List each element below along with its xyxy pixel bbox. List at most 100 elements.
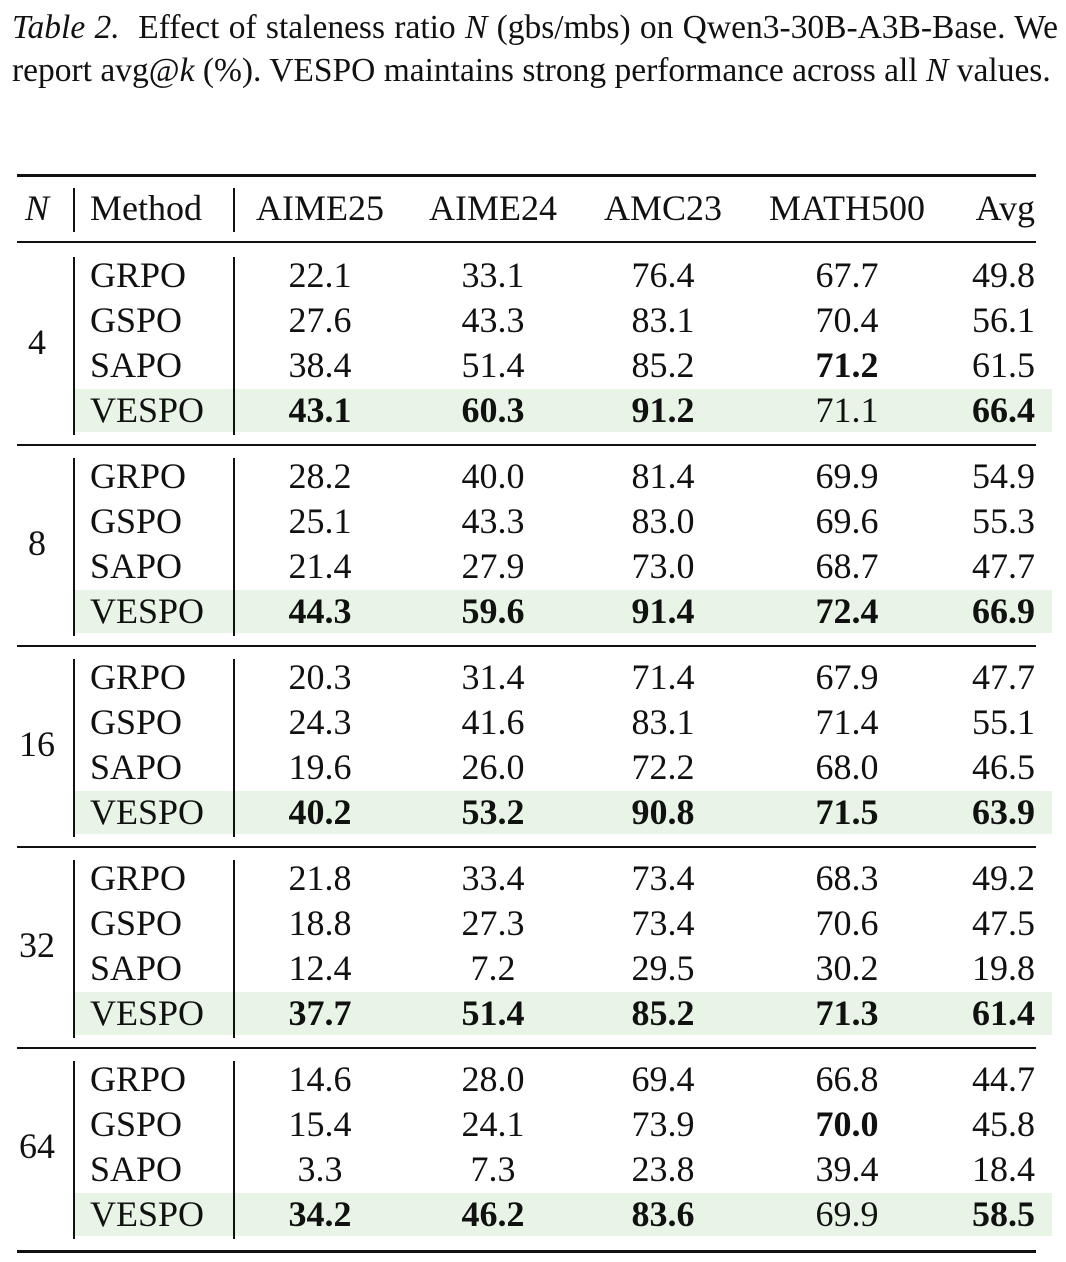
value-cell: 56.1 <box>972 300 1035 340</box>
method-cell: SAPO <box>90 345 183 385</box>
value-cell: 73.0 <box>631 546 695 586</box>
method-cell: GRPO <box>90 657 187 697</box>
method-cell: GSPO <box>90 1104 183 1144</box>
value-cell: 7.3 <box>470 1149 516 1189</box>
header-cell: N <box>24 188 49 228</box>
value-cell: 81.4 <box>631 456 695 496</box>
value-cell: 22.1 <box>288 255 352 295</box>
value-cell: 43.3 <box>461 501 525 541</box>
n-cell: 4 <box>28 322 46 362</box>
value-cell: 71.4 <box>631 657 695 697</box>
rule <box>17 846 1036 848</box>
value-cell: 49.2 <box>972 858 1035 898</box>
caption-text: (gbs/mbs) on Qwen3-30B-A3B-Base. We repo… <box>12 9 1059 89</box>
value-cell: 46.5 <box>972 747 1035 787</box>
value-cell: 67.7 <box>815 255 879 295</box>
value-cell: 27.6 <box>288 300 352 340</box>
value-cell: 83.1 <box>631 702 695 742</box>
value-cell: 47.7 <box>972 657 1035 697</box>
rule <box>17 1047 1036 1049</box>
value-cell: 69.9 <box>815 456 879 496</box>
value-cell: 39.4 <box>815 1149 879 1189</box>
value-cell: 61.5 <box>972 345 1035 385</box>
value-cell: 3.3 <box>297 1149 343 1189</box>
value-cell: 60.3 <box>461 390 525 430</box>
rule <box>73 1061 75 1239</box>
method-cell: GSPO <box>90 300 183 340</box>
method-cell: GSPO <box>90 702 183 742</box>
value-cell: 72.2 <box>631 747 695 787</box>
rule <box>73 860 75 1038</box>
rule <box>73 257 75 435</box>
value-cell: 24.1 <box>461 1104 525 1144</box>
method-cell: VESPO <box>90 792 205 832</box>
value-cell: 63.9 <box>972 792 1035 832</box>
value-cell: 69.4 <box>631 1059 695 1099</box>
value-cell: 66.9 <box>972 591 1035 631</box>
value-cell: 71.3 <box>815 993 879 1033</box>
value-cell: 83.1 <box>631 300 695 340</box>
row-highlight <box>75 791 1052 834</box>
value-cell: 71.4 <box>815 702 879 742</box>
method-cell: GRPO <box>90 255 187 295</box>
value-cell: 73.9 <box>631 1104 695 1144</box>
header-cell: Method <box>90 188 202 228</box>
value-cell: 68.3 <box>815 858 879 898</box>
method-cell: SAPO <box>90 546 183 586</box>
value-cell: 76.4 <box>631 255 695 295</box>
value-cell: 40.2 <box>288 792 352 832</box>
value-cell: 26.0 <box>461 747 525 787</box>
caption-label: Table 2. <box>12 9 120 46</box>
value-cell: 38.4 <box>288 345 352 385</box>
value-cell: 30.2 <box>815 948 879 988</box>
value-cell: 33.4 <box>461 858 525 898</box>
value-cell: 70.0 <box>815 1104 879 1144</box>
method-cell: VESPO <box>90 390 205 430</box>
value-cell: 68.0 <box>815 747 879 787</box>
rule <box>73 659 75 837</box>
value-cell: 21.8 <box>288 858 352 898</box>
value-cell: 34.2 <box>288 1194 352 1234</box>
header-cell: AMC23 <box>603 188 723 228</box>
value-cell: 23.8 <box>631 1149 695 1189</box>
value-cell: 51.4 <box>461 993 525 1033</box>
value-cell: 19.6 <box>288 747 352 787</box>
method-cell: SAPO <box>90 948 183 988</box>
method-cell: VESPO <box>90 591 205 631</box>
value-cell: 66.4 <box>972 390 1035 430</box>
value-cell: 91.4 <box>631 591 695 631</box>
value-cell: 15.4 <box>288 1104 352 1144</box>
n-cell: 64 <box>19 1126 55 1166</box>
value-cell: 69.9 <box>815 1194 879 1234</box>
value-cell: 31.4 <box>461 657 525 697</box>
value-cell: 14.6 <box>288 1059 352 1099</box>
value-cell: 24.3 <box>288 702 352 742</box>
row-highlight <box>75 590 1052 633</box>
value-cell: 37.7 <box>288 993 352 1033</box>
value-cell: 71.2 <box>815 345 879 385</box>
method-cell: GSPO <box>90 903 183 943</box>
method-cell: SAPO <box>90 747 183 787</box>
value-cell: 27.3 <box>461 903 525 943</box>
value-cell: 27.9 <box>461 546 525 586</box>
value-cell: 72.4 <box>815 591 879 631</box>
value-cell: 19.8 <box>972 948 1035 988</box>
value-cell: 40.0 <box>461 456 525 496</box>
value-cell: 53.2 <box>461 792 525 832</box>
n-cell: 8 <box>28 523 46 563</box>
value-cell: 20.3 <box>288 657 352 697</box>
value-cell: 21.4 <box>288 546 352 586</box>
value-cell: 43.3 <box>461 300 525 340</box>
value-cell: 69.6 <box>815 501 879 541</box>
value-cell: 71.5 <box>815 792 879 832</box>
value-cell: 25.1 <box>288 501 352 541</box>
value-cell: 61.4 <box>972 993 1035 1033</box>
caption-math: k <box>179 52 195 89</box>
value-cell: 66.8 <box>815 1059 879 1099</box>
value-cell: 47.7 <box>972 546 1035 586</box>
method-cell: VESPO <box>90 993 205 1033</box>
value-cell: 83.6 <box>631 1194 695 1234</box>
value-cell: 7.2 <box>470 948 516 988</box>
